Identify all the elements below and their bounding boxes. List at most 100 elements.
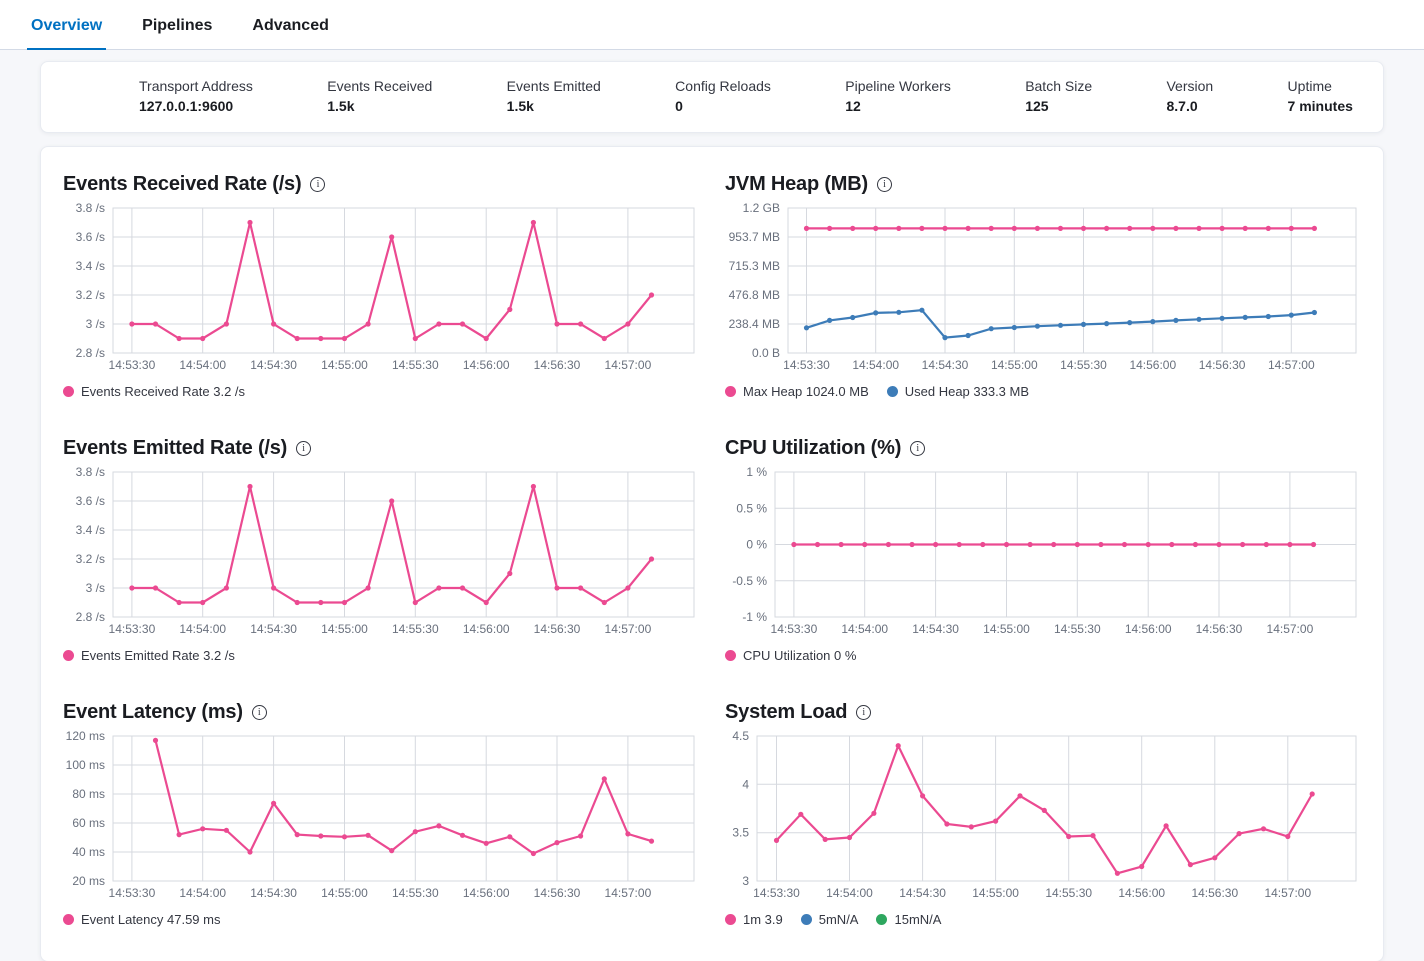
svg-text:14:57:00: 14:57:00 bbox=[1267, 622, 1314, 636]
svg-text:40 ms: 40 ms bbox=[72, 845, 105, 859]
svg-text:14:54:00: 14:54:00 bbox=[179, 886, 226, 900]
svg-text:953.7 MB: 953.7 MB bbox=[729, 230, 780, 244]
chart-plot-area: 14:53:30 14:54:00 14:54:30 14:55:00 14:55:30… bbox=[63, 465, 699, 639]
svg-text:14:56:30: 14:56:30 bbox=[1191, 886, 1238, 900]
info-icon[interactable] bbox=[876, 177, 892, 192]
svg-text:3.8 /s: 3.8 /s bbox=[76, 203, 105, 215]
svg-text:1.2 GB: 1.2 GB bbox=[743, 203, 780, 215]
chart-legend: Max Heap 1024.0 MB Used Heap 333.3 MB bbox=[725, 384, 1361, 399]
svg-text:3.2 /s: 3.2 /s bbox=[76, 552, 105, 566]
legend-label: 15mN/A bbox=[894, 912, 942, 927]
legend-label: Event Latency 47.59 ms bbox=[81, 912, 221, 927]
node-stats-panel: Transport Address 127.0.0.1:9600 Events … bbox=[40, 61, 1384, 133]
legend-item: Event Latency 47.59 ms bbox=[63, 912, 220, 927]
stat-label: Pipeline Workers bbox=[845, 78, 951, 94]
svg-text:14:55:00: 14:55:00 bbox=[991, 358, 1038, 372]
svg-text:14:54:00: 14:54:00 bbox=[841, 622, 888, 636]
svg-text:14:55:30: 14:55:30 bbox=[392, 622, 439, 636]
svg-text:14:53:30: 14:53:30 bbox=[109, 886, 156, 900]
info-icon[interactable] bbox=[251, 705, 267, 720]
overview-content: Transport Address 127.0.0.1:9600 Events … bbox=[0, 50, 1424, 961]
stat-value: 1.5k bbox=[506, 98, 534, 114]
chart-system-load: System Load 14:53:3014:54:0014:54:3014:5… bbox=[725, 701, 1361, 927]
svg-text:100 ms: 100 ms bbox=[66, 758, 105, 772]
svg-text:14:57:00: 14:57:00 bbox=[1264, 886, 1311, 900]
stat-uptime: Uptime 7 minutes bbox=[1288, 77, 1353, 117]
chart-plot-area: 14:53:30 14:54:00 14:54:30 14:55:00 14:55:30… bbox=[63, 729, 699, 903]
stat-transport-address: Transport Address 127.0.0.1:9600 bbox=[139, 77, 253, 117]
svg-text:14:54:30: 14:54:30 bbox=[250, 358, 297, 372]
svg-text:14:55:00: 14:55:00 bbox=[983, 622, 1030, 636]
svg-text:3.6 /s: 3.6 /s bbox=[76, 494, 105, 508]
stat-value: 125 bbox=[1025, 98, 1049, 114]
stat-events-received: Events Received 1.5k bbox=[327, 77, 432, 117]
svg-text:20 ms: 20 ms bbox=[72, 874, 105, 888]
chart-legend: Events Received Rate 3.2 /s bbox=[63, 384, 699, 399]
legend-label: Events Received Rate 3.2 /s bbox=[81, 384, 246, 399]
svg-text:120 ms: 120 ms bbox=[66, 731, 105, 743]
info-icon[interactable] bbox=[856, 705, 872, 720]
stat-value: 1.5k bbox=[327, 98, 355, 114]
svg-text:14:55:00: 14:55:00 bbox=[321, 622, 368, 636]
svg-text:14:55:00: 14:55:00 bbox=[972, 886, 1019, 900]
tab-advanced[interactable]: Advanced bbox=[252, 17, 329, 34]
svg-text:14:57:00: 14:57:00 bbox=[605, 622, 652, 636]
svg-text:14:56:00: 14:56:00 bbox=[463, 886, 510, 900]
svg-text:80 ms: 80 ms bbox=[72, 787, 105, 801]
legend-label: CPU Utilization 0 % bbox=[743, 648, 857, 663]
chart-title: Events Received Rate (/s) bbox=[63, 173, 302, 195]
legend-item: Events Received Rate 3.2 /s bbox=[63, 384, 245, 399]
chart-svg: 14:53:30 14:54:00 14:54:30 14:55:00 14:55:30… bbox=[732, 465, 1357, 636]
tab-bar: Overview Pipelines Advanced bbox=[0, 0, 1424, 50]
info-icon[interactable] bbox=[910, 441, 926, 456]
svg-text:14:54:00: 14:54:00 bbox=[826, 886, 873, 900]
svg-text:-1 %: -1 % bbox=[742, 610, 767, 624]
info-icon[interactable] bbox=[310, 177, 326, 192]
svg-text:14:55:00: 14:55:00 bbox=[321, 358, 368, 372]
chart-svg: 14:53:30 14:54:00 14:54:30 14:55:00 14:55:30… bbox=[729, 201, 1357, 372]
stat-value: 7 minutes bbox=[1287, 98, 1353, 114]
svg-text:238.4 MB: 238.4 MB bbox=[729, 317, 780, 331]
stat-label: Uptime bbox=[1287, 78, 1332, 94]
svg-text:14:56:30: 14:56:30 bbox=[534, 886, 581, 900]
chart-svg: 14:53:30 14:54:00 14:54:30 14:55:00 14:55:30… bbox=[76, 465, 695, 636]
legend-dot-icon bbox=[63, 650, 74, 661]
svg-text:14:55:30: 14:55:30 bbox=[1060, 358, 1107, 372]
svg-text:3.4 /s: 3.4 /s bbox=[76, 523, 105, 537]
legend-label: Max Heap 1024.0 MB bbox=[743, 384, 869, 399]
svg-text:14:54:30: 14:54:30 bbox=[922, 358, 969, 372]
svg-text:2.8 /s: 2.8 /s bbox=[76, 610, 105, 624]
stat-label: Transport Address bbox=[139, 78, 253, 94]
svg-text:14:54:30: 14:54:30 bbox=[899, 886, 946, 900]
chart-title: System Load bbox=[725, 701, 848, 723]
legend-dot-icon bbox=[63, 386, 74, 397]
tab-overview[interactable]: Overview bbox=[27, 5, 107, 50]
stat-label: Config Reloads bbox=[675, 78, 771, 94]
chart-event-latency: Event Latency (ms) 14:53:30 14:54:00 14:54… bbox=[63, 701, 699, 927]
stat-batch-size: Batch Size 125 bbox=[1025, 77, 1092, 117]
legend-item: 5mN/A bbox=[800, 912, 858, 927]
legend-dot-icon bbox=[725, 650, 736, 661]
svg-text:3: 3 bbox=[742, 874, 749, 888]
svg-text:14:54:30: 14:54:30 bbox=[912, 622, 959, 636]
svg-text:14:54:00: 14:54:00 bbox=[179, 358, 226, 372]
legend-dot-icon bbox=[886, 386, 898, 397]
stat-label: Events Emitted bbox=[506, 78, 601, 94]
tab-pipelines[interactable]: Pipelines bbox=[142, 17, 213, 34]
stat-value: 12 bbox=[845, 98, 861, 114]
info-icon[interactable] bbox=[296, 441, 312, 456]
svg-text:1 %: 1 % bbox=[746, 467, 767, 479]
chart-title: Events Emitted Rate (/s) bbox=[63, 437, 288, 459]
stat-value: 8.7.0 bbox=[1166, 98, 1198, 114]
stat-label: Events Received bbox=[327, 78, 433, 94]
svg-text:14:55:30: 14:55:30 bbox=[392, 886, 439, 900]
svg-text:4.5: 4.5 bbox=[732, 731, 749, 743]
legend-item: Events Emitted Rate 3.2 /s bbox=[63, 648, 235, 663]
svg-text:14:57:00: 14:57:00 bbox=[605, 358, 652, 372]
svg-text:14:54:00: 14:54:00 bbox=[852, 358, 899, 372]
legend-label: 1m 3.9 bbox=[743, 912, 783, 927]
legend-dot-icon bbox=[876, 914, 888, 925]
svg-text:14:57:00: 14:57:00 bbox=[605, 886, 652, 900]
chart-cpu-utilization: CPU Utilization (%) 14:53:3014:54:0014:5… bbox=[725, 437, 1361, 663]
chart-title: JVM Heap (MB) bbox=[725, 173, 868, 195]
